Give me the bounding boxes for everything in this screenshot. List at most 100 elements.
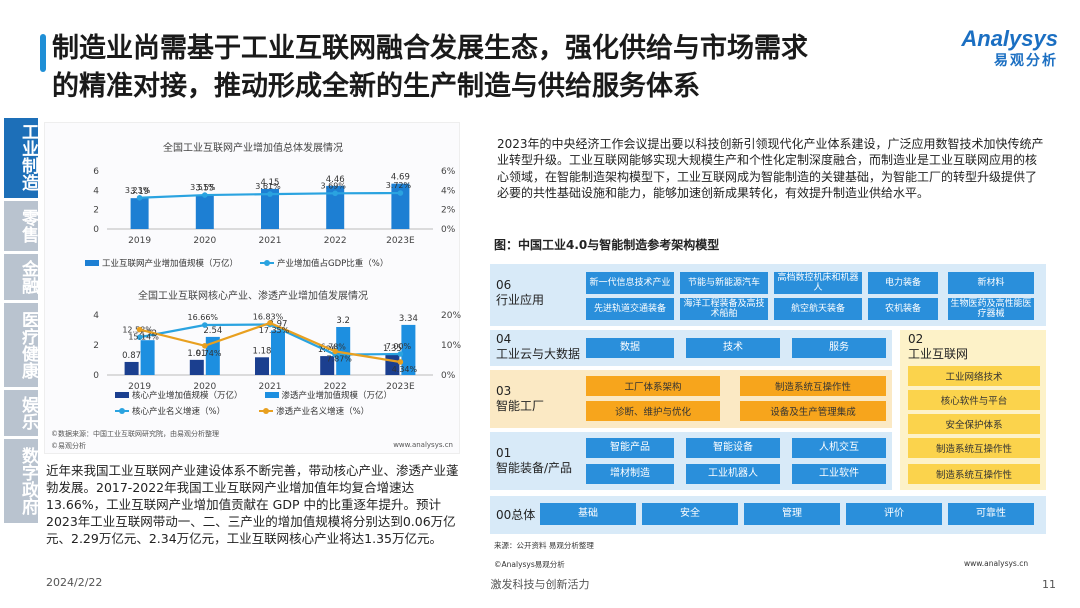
line-value-label: 16.66%: [188, 313, 219, 322]
y-left-tick-label: 2: [93, 206, 99, 216]
layer-00-item: 管理: [744, 503, 840, 525]
sidebar-item-entertainment[interactable]: 娱乐: [4, 390, 38, 436]
x-tick-label: 2019: [128, 236, 151, 246]
analysys-logo: Analysys 易观分析: [928, 26, 1058, 70]
y-left-tick-label: 0: [93, 225, 99, 235]
line-point: [202, 322, 208, 328]
layer-00-item: 评价: [846, 503, 942, 525]
layer-06-item: 电力装备: [868, 272, 938, 294]
layer-02-item: 制造系统互操作性: [908, 438, 1040, 458]
line-value-label: 15.14%: [128, 333, 159, 342]
layer-06-item: 新一代信息技术产业: [586, 272, 674, 294]
x-tick-label: 2023E: [386, 236, 415, 246]
bar-value-label: 1.01: [187, 349, 206, 359]
logo-english: Analysys: [961, 26, 1058, 51]
y-right-tick-label: 4%: [441, 186, 456, 196]
layer-02-item: 工业网络技术: [908, 366, 1040, 386]
charts-panel: 全国工业互联网产业增加值总体发展情况 0 2 4 6 0% 2% 4% 6% 2019 3.19 2…: [44, 122, 461, 454]
legend-swatch-line: [260, 260, 275, 266]
layer-06-item: 海洋工程装备及高技术船舶: [680, 298, 768, 320]
layer-04-label: 04 工业云与大数据: [496, 332, 581, 361]
layer-06-item: 新材料: [948, 272, 1034, 294]
bar-工业互联网产业增加值规模（万亿）: [261, 188, 279, 229]
x-tick-label: 2019: [128, 382, 151, 392]
layer-03-item: 制造系统互操作性: [740, 376, 886, 396]
footer-slogan: 激发科技与创新活力: [490, 578, 590, 591]
bar-value-label: 2.32: [138, 329, 157, 339]
y-left-tick-label: 4: [93, 186, 99, 196]
line-point: [202, 192, 208, 198]
x-tick-label: 2021: [259, 236, 282, 246]
figure-brand: ©Analysys易观分析: [494, 560, 565, 569]
x-tick-label: 2023E: [386, 382, 415, 392]
x-tick-label: 2022: [324, 382, 347, 392]
architecture-diagram: 06 行业应用 新一代信息技术产业 节能与新能源汽车 高档数控机床和机器人 电力装…: [490, 260, 1046, 538]
bar-工业互联网产业增加值规模（万亿）: [326, 185, 345, 229]
bar-渗透产业增加值规模（万亿）: [401, 324, 416, 375]
footer-date: 2024/2/22: [46, 576, 103, 589]
layer-04-item: 数据: [586, 338, 674, 358]
bar-value-label: 0.87: [122, 351, 141, 361]
sidebar-item-government[interactable]: 数字政府: [4, 439, 38, 523]
legend-label: 渗透产业增加值规模（万亿）: [281, 391, 393, 401]
layer-04-item: 技术: [686, 338, 780, 358]
bar-核心产业增加值规模（万亿）: [189, 359, 204, 375]
bar-value-label: 4.46: [326, 175, 345, 185]
line-value-label: 3.69%: [320, 181, 346, 190]
line-point: [332, 348, 339, 355]
sidebar-item-healthcare[interactable]: 医疗健康: [4, 303, 38, 387]
sidebar-item-retail[interactable]: 零售: [4, 201, 38, 251]
line-point: [136, 326, 143, 333]
layer-06-item: 生物医药及高性能医疗器械: [948, 298, 1034, 320]
line-value-label: 6.78%: [320, 343, 346, 352]
y-left-tick-label: 4: [93, 311, 99, 321]
bar-渗透产业增加值规模（万亿）: [336, 327, 351, 375]
layer-03-item: 设备及生产管理集成: [740, 401, 886, 421]
y-left-tick-label: 0: [93, 371, 99, 381]
y-right-tick-label: 10%: [441, 341, 461, 351]
page-title: 制造业尚需基于工业互联网融合发展生态，强化供给与市场需求 的精准对接，推动形成全…: [52, 30, 952, 106]
layer-00-item: 安全: [642, 503, 738, 525]
layer-01-item: 智能设备: [686, 438, 780, 458]
sidebar-item-industrial[interactable]: 工业制造: [4, 118, 38, 198]
bar-工业互联网产业增加值规模（万亿）: [195, 194, 214, 229]
chart1-title: 全国工业互联网产业增加值总体发展情况: [163, 143, 343, 154]
title-line-1: 制造业尚需基于工业互联网融合发展生态，强化供给与市场需求: [52, 33, 808, 64]
sidebar-item-finance[interactable]: 金融: [4, 254, 38, 300]
line-value-label: 3.61%: [255, 182, 281, 191]
bar-渗透产业增加值规模（万亿）: [271, 330, 285, 375]
legend-swatch-bar: [264, 392, 279, 398]
logo-chinese: 易观分析: [994, 53, 1058, 69]
bar-value-label: 2.97: [269, 319, 288, 329]
layer-02-item: 制造系统互操作性: [908, 464, 1040, 484]
bar-value-label: 4.15: [261, 178, 280, 188]
chart-brand-note: ©易观分析: [51, 442, 86, 450]
line-value-label: 3.72%: [386, 181, 412, 190]
y-left-tick-label: 2: [93, 341, 99, 351]
y-right-tick-label: 2%: [441, 206, 456, 216]
layer-01-item: 人机交互: [792, 438, 886, 458]
layer-02-item: 安全保护体系: [908, 414, 1040, 434]
layer-06-label: 06 行业应用: [496, 278, 545, 307]
line-value-label: 17.35%: [259, 326, 290, 335]
line-point: [397, 359, 404, 365]
bar-工业互联网产业增加值规模（万亿）: [391, 183, 410, 229]
line-value-label: 7.87%: [326, 354, 352, 363]
bar-核心产业增加值规模（万亿）: [124, 361, 139, 375]
title-line-2: 的精准对接，推动形成全新的生产制造与供给服务体系: [52, 71, 700, 102]
line-point: [202, 342, 208, 349]
chart1-plot: 0 2 4 6 0% 2% 4% 6% 2019 3.19 2020 3.55 2021 4.15 2022…: [93, 167, 456, 246]
layer-00-item: 可靠性: [948, 503, 1034, 525]
chart2-legend-row2: 核心产业名义增速（%） 渗透产业名义增速（%）: [115, 405, 369, 417]
bar-value-label: 3.55: [195, 184, 214, 194]
line-point: [397, 190, 404, 196]
page-number: 11: [1042, 578, 1056, 591]
legend-label: 渗透产业名义增速（%）: [276, 407, 370, 417]
layer-06-item: 高档数控机床和机器人: [774, 272, 862, 294]
bar-value-label: 1.18: [253, 346, 272, 356]
layer-01-item: 工业机器人: [686, 464, 780, 484]
chart-site-note: www.analysys.cn: [393, 441, 453, 449]
y-right-tick-label: 20%: [441, 311, 461, 321]
y-left-tick-label: 6: [93, 167, 99, 177]
line-value-label: 4.34%: [392, 365, 418, 374]
